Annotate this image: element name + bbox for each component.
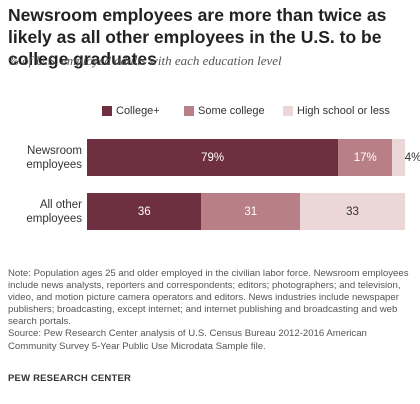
bar-value-all-other-employees-high-school-or-less: 33	[346, 205, 359, 218]
legend-swatch-high-school-or-less	[283, 106, 293, 116]
bar-all-other-employees-college	[87, 193, 202, 230]
legend-item-high-school-or-less: High school or less	[283, 105, 390, 117]
row-label-all-other-employees: All other employees	[26, 198, 82, 225]
bar-value-all-other-employees-some-college: 31	[244, 205, 258, 218]
bar-all-other-employees-high-school-or-less	[300, 193, 405, 230]
note-text: Note: Population ages 25 and older emplo…	[8, 268, 409, 328]
bar-value-newsroom-employees-college: 79%	[201, 151, 225, 164]
bar-all-other-employees-some-college	[201, 193, 301, 230]
legend-item-some-college: Some college	[184, 105, 265, 117]
legend-label-college: College+	[116, 105, 160, 117]
source-text: Source: Pew Research Center analysis of …	[8, 328, 367, 352]
legend-label-high-school-or-less: High school or less	[297, 105, 390, 117]
legend-swatch-some-college	[184, 106, 194, 116]
legend-item-college: College+	[102, 105, 160, 117]
bar-value-newsroom-employees-high-school-or-less: 4%	[404, 151, 420, 164]
chart-title: Newsroom employees are more than twice a…	[8, 5, 387, 69]
bar-value-newsroom-employees-some-college: 17%	[353, 151, 377, 164]
chart-notes: Note: Population ages 25 and older emplo…	[8, 268, 412, 353]
bar-newsroom-employees-some-college	[338, 139, 393, 176]
bar-newsroom-employees-college	[87, 139, 339, 176]
chart-legend: College+ Some college High school or less	[0, 105, 420, 127]
bar-value-all-other-employees-college: 36	[137, 205, 151, 218]
row-label-newsroom-employees: Newsroom employees	[26, 144, 82, 171]
bar-newsroom-employees-high-school-or-less	[392, 139, 405, 176]
legend-label-some-college: Some college	[198, 105, 265, 117]
pew-research-center-logo: PEW RESEARCH CENTER	[8, 373, 132, 384]
chart-subtitle: % of U.S. employed adults with each educ…	[8, 53, 282, 68]
legend-swatch-college	[102, 106, 112, 116]
